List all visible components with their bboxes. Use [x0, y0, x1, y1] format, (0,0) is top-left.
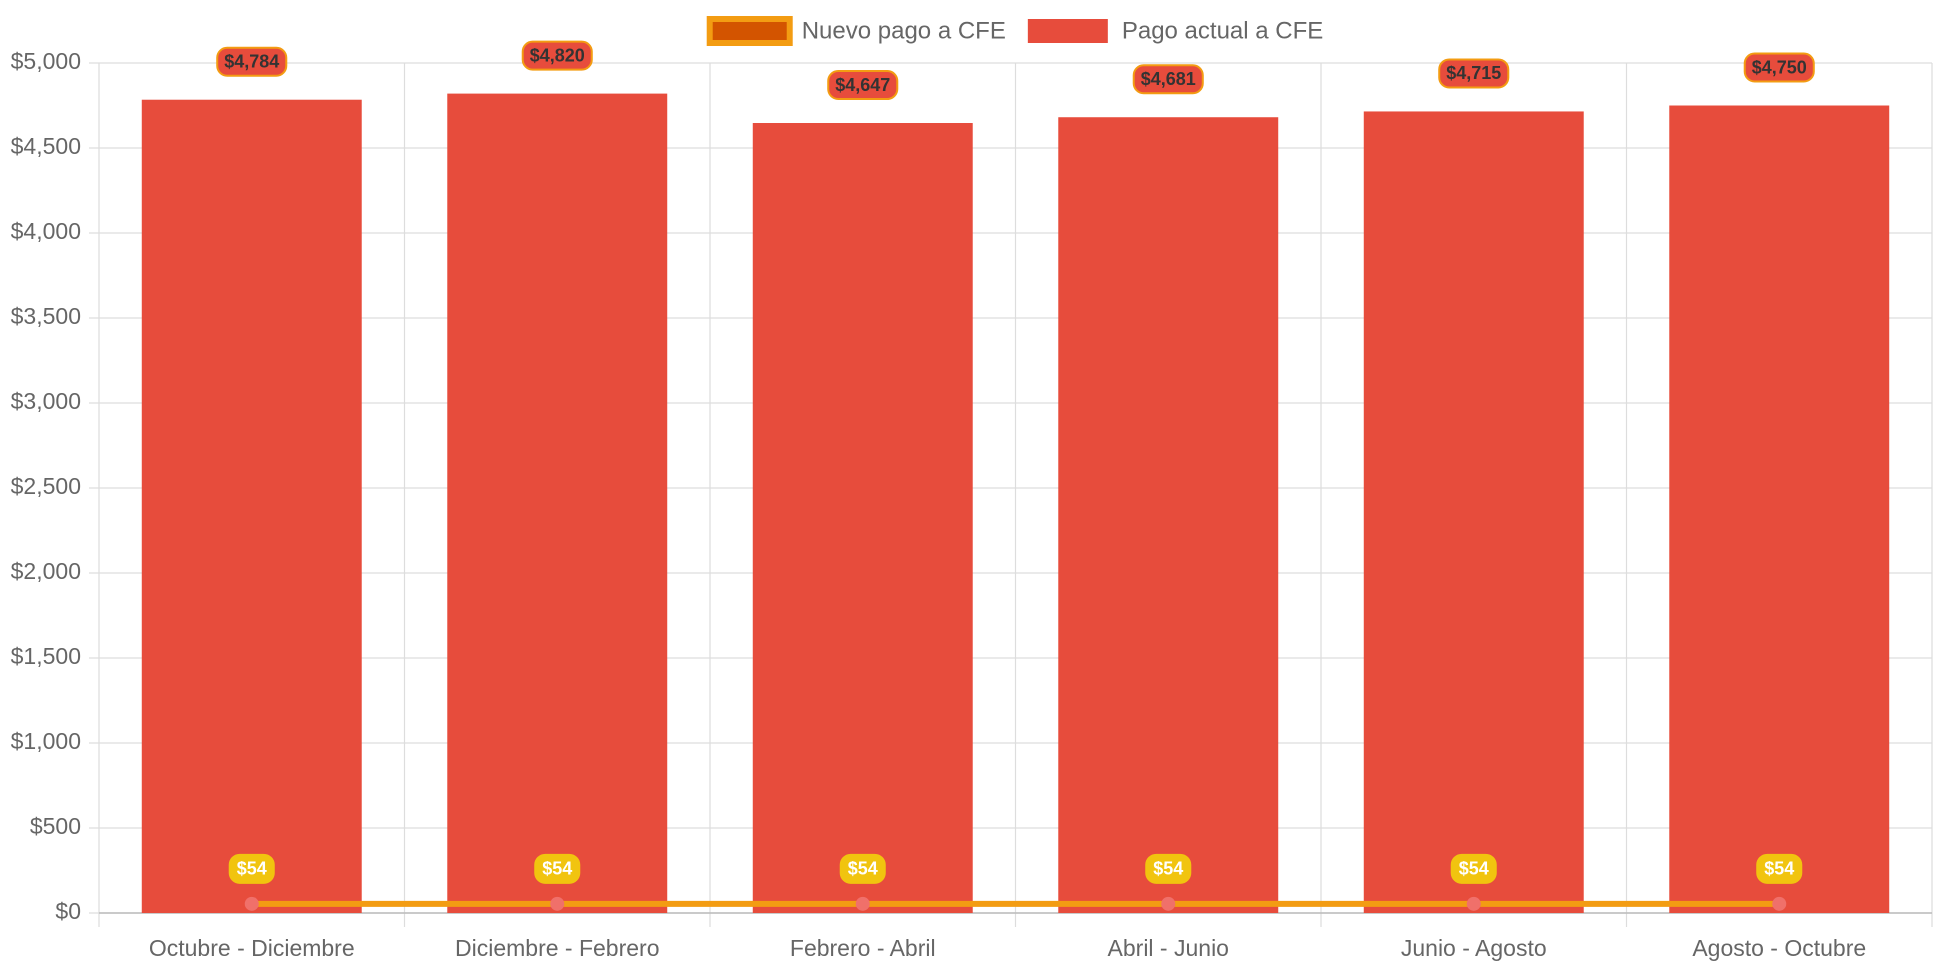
- value-label-box: [1756, 853, 1803, 884]
- value-label-box: [534, 853, 581, 884]
- y-tick-label: $500: [30, 813, 81, 839]
- value-label-box: [1145, 853, 1192, 884]
- value-label-box: [216, 46, 288, 77]
- bar: [752, 123, 973, 913]
- bar: [1669, 105, 1890, 913]
- value-label: $4,784: [216, 46, 288, 77]
- value-label: $54: [534, 853, 581, 884]
- value-label: $54: [839, 853, 886, 884]
- x-tick-label: Agosto - Octubre: [1692, 935, 1866, 961]
- value-label-text: $54: [542, 859, 572, 879]
- y-tick-label: $1,000: [11, 728, 81, 754]
- value-label: $4,647: [827, 70, 899, 101]
- value-label-text: $4,820: [530, 45, 585, 65]
- value-label: $4,750: [1743, 52, 1815, 83]
- value-label: $54: [1756, 853, 1803, 884]
- value-label: $54: [1145, 853, 1192, 884]
- value-label-text: $4,681: [1141, 69, 1196, 89]
- value-label: $4,681: [1132, 64, 1204, 95]
- value-label-box: [1132, 64, 1204, 95]
- value-label-box: [1450, 853, 1497, 884]
- value-label-box: [228, 853, 275, 884]
- line-point: [1772, 896, 1787, 911]
- bar: [1363, 111, 1584, 913]
- x-tick-label: Junio - Agosto: [1401, 935, 1547, 961]
- line-point: [1466, 896, 1481, 911]
- value-label-text: $54: [1459, 859, 1489, 879]
- value-label: $54: [228, 853, 275, 884]
- y-tick-label: $0: [55, 898, 81, 924]
- y-tick-label: $5,000: [11, 48, 81, 74]
- line-point: [1161, 896, 1176, 911]
- value-label-box: [827, 70, 899, 101]
- value-label-text: $54: [848, 859, 878, 879]
- legend-label: Nuevo pago a CFE: [802, 17, 1006, 44]
- y-tick-label: $2,000: [11, 558, 81, 584]
- line-point: [244, 896, 259, 911]
- value-label-text: $4,750: [1752, 57, 1807, 77]
- y-tick-label: $2,500: [11, 473, 81, 499]
- bar: [141, 99, 362, 914]
- value-label-text: $4,784: [224, 51, 279, 71]
- value-label-text: $54: [237, 859, 267, 879]
- x-tick-label: Octubre - Diciembre: [149, 935, 355, 961]
- value-label-box: [1438, 58, 1510, 89]
- bar: [447, 93, 668, 914]
- line-point: [855, 896, 870, 911]
- value-label-text: $54: [1153, 859, 1183, 879]
- value-label: $4,820: [521, 40, 593, 71]
- y-tick-label: $4,500: [11, 133, 81, 159]
- legend-swatch: [706, 16, 793, 46]
- line-point: [550, 896, 565, 911]
- value-label-text: $4,715: [1446, 63, 1501, 83]
- y-tick-label: $1,500: [11, 643, 81, 669]
- grid: [89, 62, 1933, 927]
- y-tick-label: $3,000: [11, 388, 81, 414]
- value-label: $4,715: [1438, 58, 1510, 89]
- legend-swatch: [1027, 19, 1108, 43]
- legend-label: Pago actual a CFE: [1122, 17, 1323, 44]
- x-tick-label: Diciembre - Febrero: [455, 935, 660, 961]
- x-tick-label: Abril - Junio: [1108, 935, 1229, 961]
- value-label-box: [1743, 52, 1815, 83]
- value-label-box: [521, 40, 593, 71]
- bar: [1058, 117, 1279, 914]
- y-tick-label: $3,500: [11, 303, 81, 329]
- y-tick-label: $4,000: [11, 218, 81, 244]
- x-tick-label: Febrero - Abril: [790, 935, 936, 961]
- value-label-text: $54: [1764, 859, 1794, 879]
- legend: Nuevo pago a CFE Pago actual a CFE: [706, 16, 1323, 46]
- value-label-box: [839, 853, 886, 884]
- value-label-text: $4,647: [835, 75, 890, 95]
- value-label: $54: [1450, 853, 1497, 884]
